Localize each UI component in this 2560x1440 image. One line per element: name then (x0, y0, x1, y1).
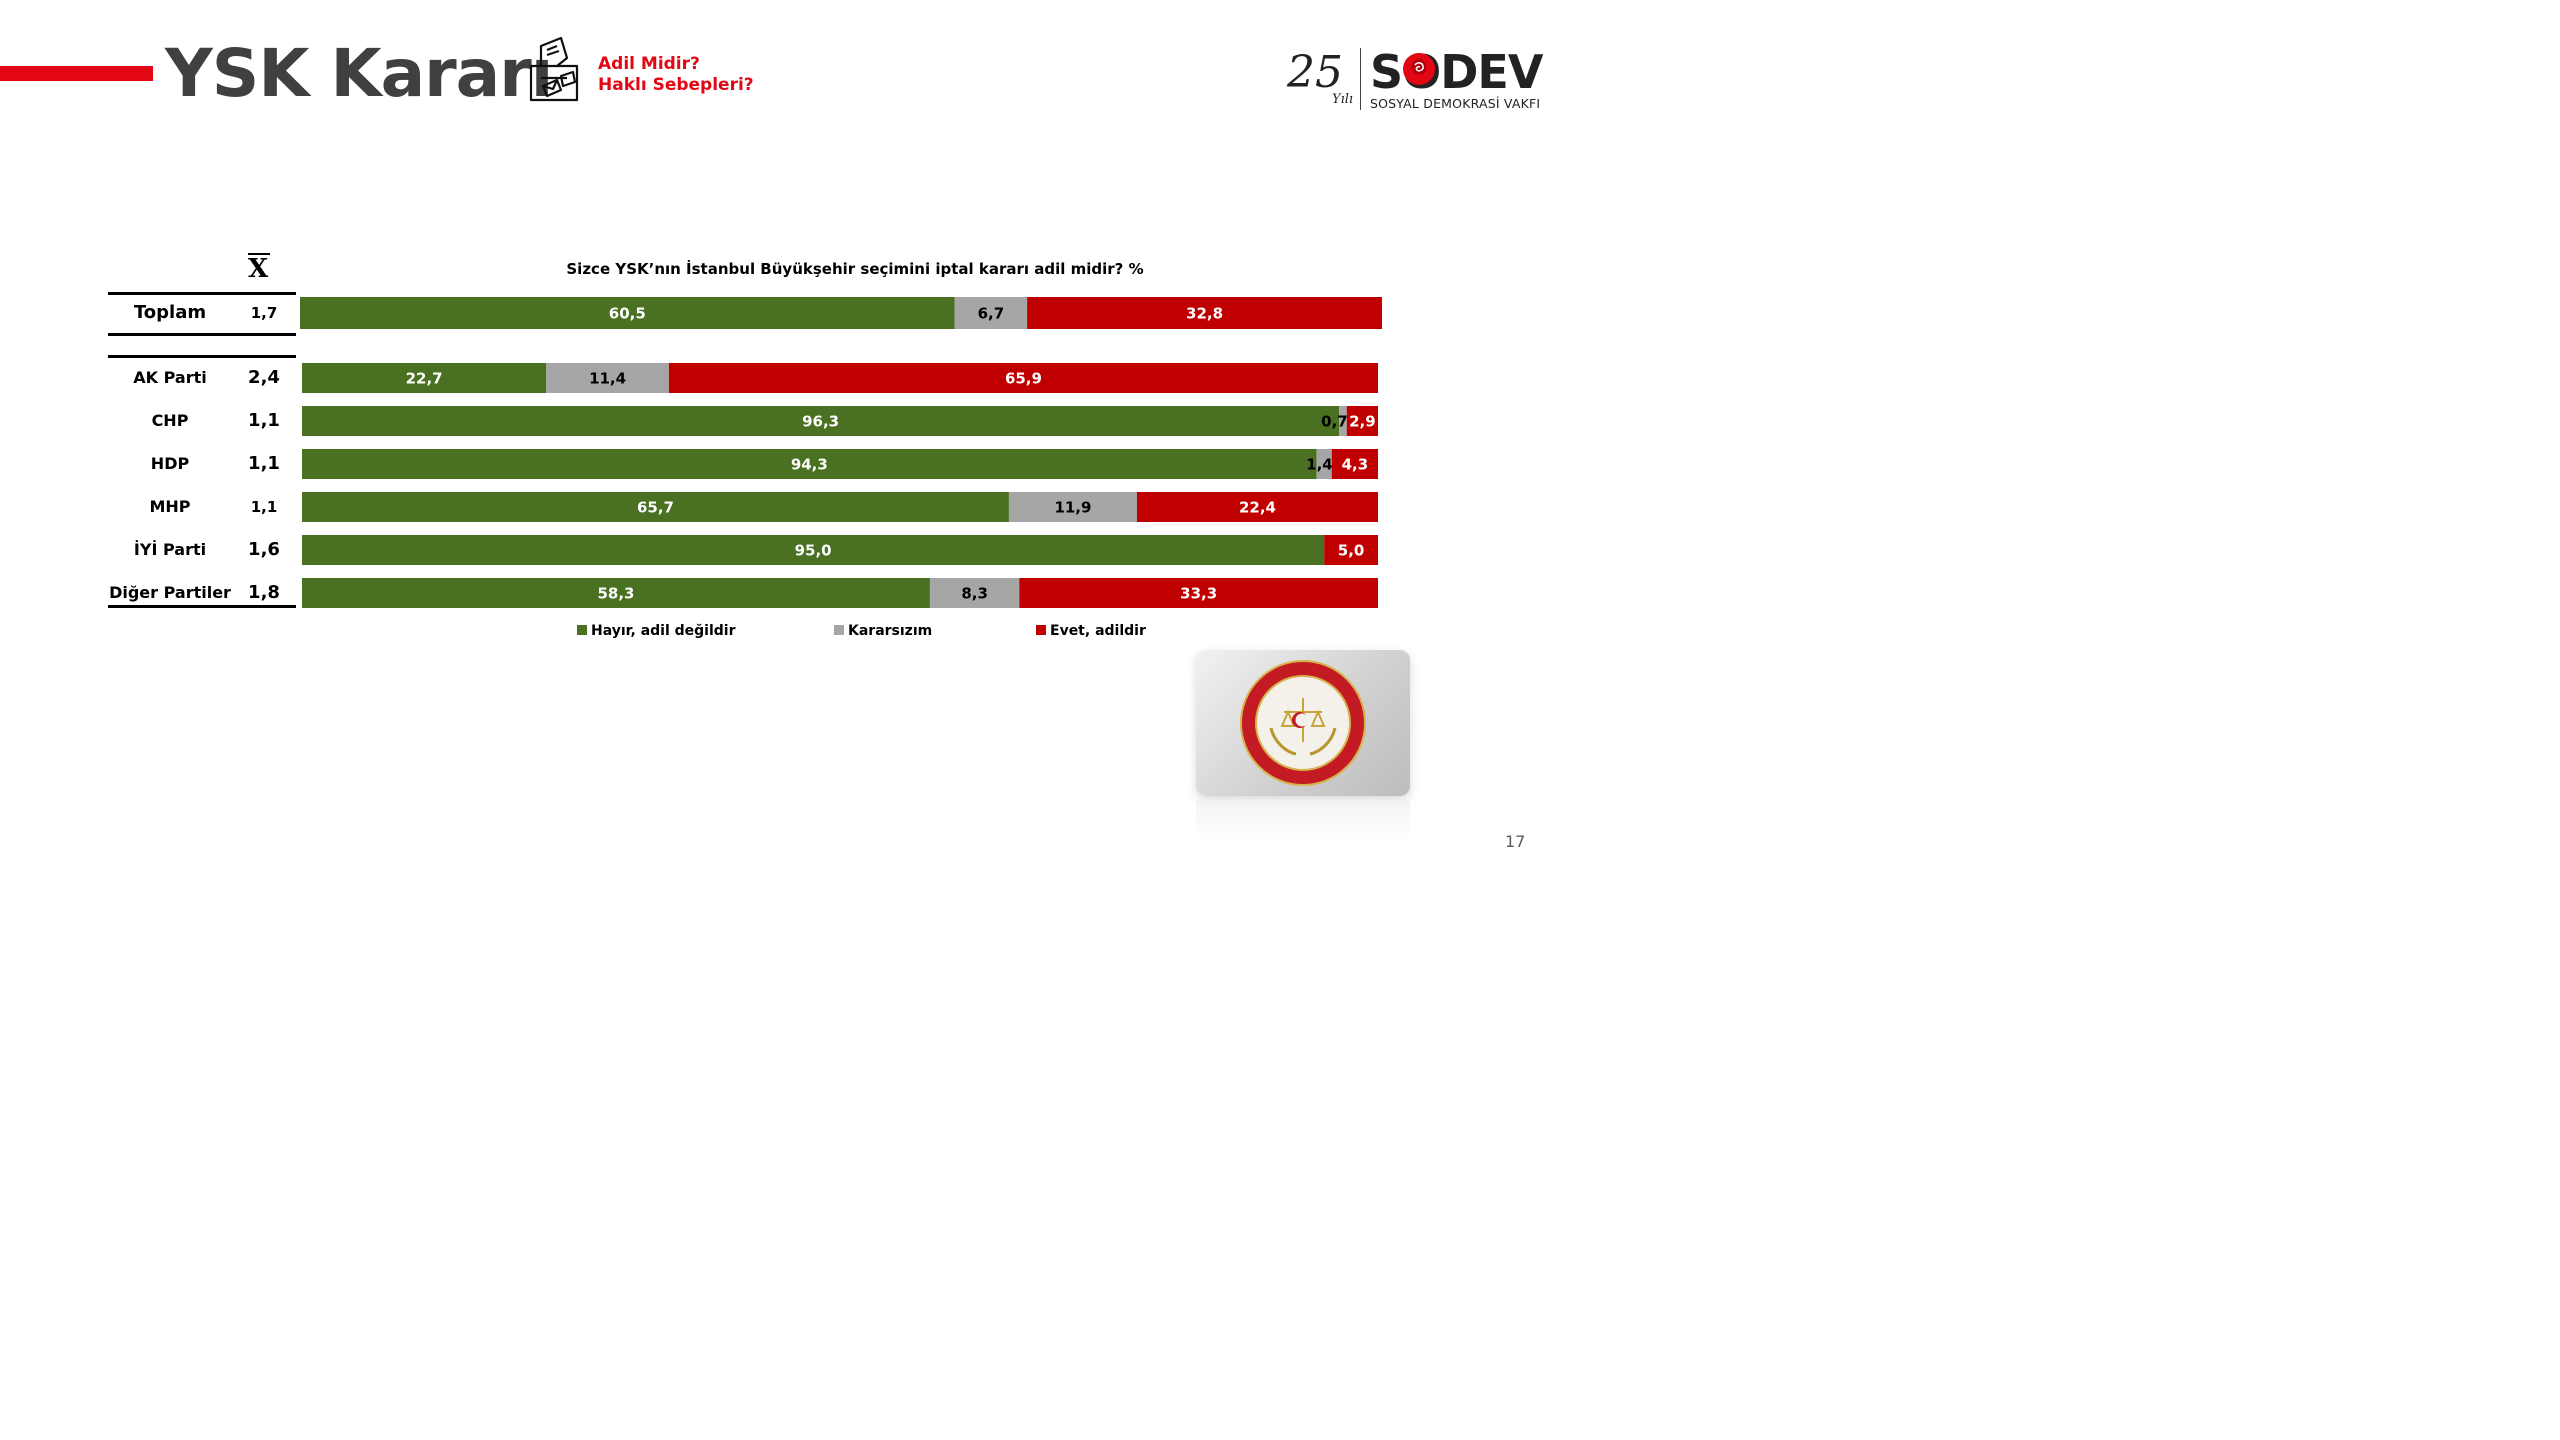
legend-label-hayir: Hayır, adil değildir (591, 623, 736, 639)
logo-years-suffix: Yılı (1332, 92, 1354, 107)
data-label: 22,7 (406, 370, 443, 388)
bar-segment (1136, 492, 1378, 522)
data-label: 32,8 (1186, 305, 1223, 323)
page-title: YSK Kararı (165, 35, 553, 112)
bar-segment (1324, 535, 1378, 565)
mean-value: 1,1 (250, 498, 278, 516)
bar-segment (1316, 449, 1332, 479)
subtitle-line-2: Haklı Sebepleri? (598, 75, 754, 95)
bar-segment (1346, 406, 1378, 436)
bar-segment (302, 363, 547, 393)
data-label: 33,3 (1180, 585, 1217, 603)
legend-item-hayir: Hayır, adil değildir (577, 622, 736, 640)
logo-years: 25 (1287, 47, 1343, 98)
legend-swatch-kararsiz (834, 625, 844, 635)
logo-name: SODEV (1370, 45, 1543, 99)
bar-segment (1019, 578, 1378, 608)
data-label: 65,7 (637, 499, 674, 517)
bar-segment (302, 578, 930, 608)
bar-segment (1027, 297, 1382, 329)
data-label: 96,3 (802, 413, 839, 431)
bar-segment (546, 363, 669, 393)
data-label: 6,7 (978, 305, 1005, 323)
table-rule-total-bottom (108, 333, 296, 336)
bar-segment (302, 406, 1340, 436)
legend-item-evet: Evet, adildir (1036, 622, 1146, 640)
data-label: 94,3 (791, 456, 828, 474)
ysk-seal-image (1196, 650, 1410, 796)
data-label: 22,4 (1239, 499, 1276, 517)
data-label: 4,3 (1342, 456, 1369, 474)
logo-divider (1360, 48, 1361, 110)
mean-column-header: X (248, 254, 269, 284)
mean-overline (248, 253, 270, 255)
chart-title: Sizce YSK’nın İstanbul Büyükşehir seçimi… (566, 260, 1144, 278)
legend-label-evet: Evet, adildir (1050, 623, 1146, 639)
category-label: MHP (149, 497, 191, 516)
page-number: 17 (1505, 832, 1526, 851)
data-label: 11,4 (589, 370, 626, 388)
data-label: 5,0 (1338, 542, 1365, 560)
bar-segment (302, 449, 1317, 479)
category-label: AK Parti (133, 368, 207, 387)
subtitle-line-1: Adil Midir? (598, 54, 700, 74)
category-label: Diğer Partiler (109, 583, 231, 602)
data-label: 11,9 (1054, 499, 1091, 517)
table-rule-bottom (108, 605, 296, 608)
header-accent-line (0, 66, 153, 81)
mean-value: 1,1 (248, 453, 280, 474)
legend-item-kararsiz: Kararsızım (834, 622, 932, 640)
data-label: 65,9 (1005, 370, 1042, 388)
data-label: 1,4 (1306, 456, 1333, 474)
bar-segment (668, 363, 1378, 393)
category-label: İYİ Parti (133, 540, 207, 559)
bar-segment (1331, 449, 1378, 479)
data-label: 2,9 (1349, 413, 1376, 431)
bar-segment (302, 535, 1325, 565)
data-label: 8,3 (961, 585, 988, 603)
logo-full-name: SOSYAL DEMOKRASİ VAKFI (1370, 96, 1541, 111)
rose-icon (1402, 52, 1436, 86)
bar-segment (954, 297, 1028, 329)
mean-value: 1,8 (248, 582, 280, 603)
table-rule-top (108, 292, 296, 295)
data-label: 95,0 (795, 542, 832, 560)
bar-segment (300, 297, 955, 329)
seal-reflection (1196, 800, 1410, 838)
bar-segment (929, 578, 1020, 608)
data-label: 0,7 (1321, 413, 1348, 431)
table-rule-parties-top (108, 355, 296, 358)
mean-value: 2,4 (248, 367, 280, 388)
legend-swatch-hayir (577, 625, 587, 635)
bar-segment (1008, 492, 1137, 522)
legend-label-kararsiz: Kararsızım (848, 623, 933, 639)
legend-swatch-evet (1036, 625, 1046, 635)
mean-value: 1,1 (248, 410, 280, 431)
mean-value: 1,7 (250, 304, 278, 322)
stacked-bar-chart: 60,5 6,7 32,8 22,7 11,4 65,9 96,3 0,7 2,9 94,3 1,4… (300, 297, 1382, 608)
category-label: HDP (150, 454, 190, 473)
bar-segment (1339, 406, 1347, 436)
category-label: Toplam (133, 302, 207, 323)
ballot-box-icon (527, 36, 581, 102)
data-label: 60,5 (609, 305, 646, 323)
category-label: CHP (151, 411, 189, 430)
page-subtitle: Adil Midir? Haklı Sebepleri? (598, 54, 754, 96)
bar-segment (302, 492, 1009, 522)
mean-value: 1,6 (248, 539, 280, 560)
data-label: 58,3 (597, 585, 634, 603)
